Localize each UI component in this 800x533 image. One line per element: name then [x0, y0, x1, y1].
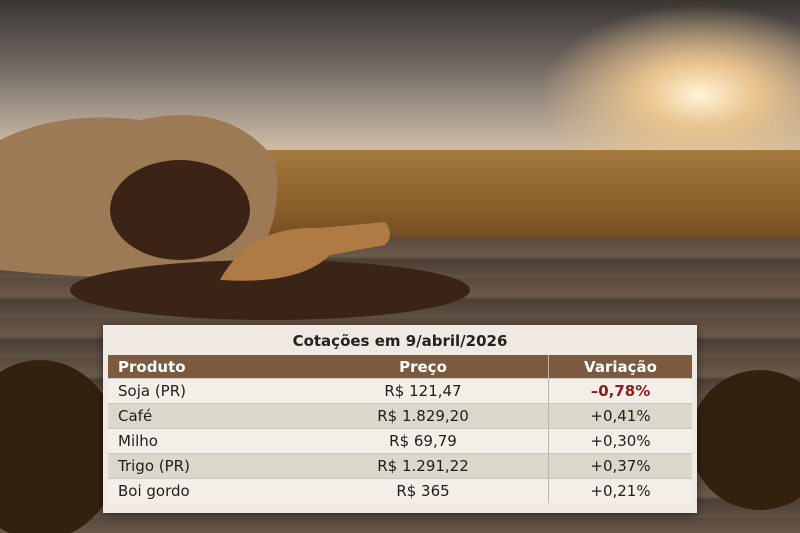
beans-right — [690, 370, 800, 510]
column-header: Variação — [548, 355, 692, 379]
table-cell: Milho — [108, 428, 298, 454]
table-row: Soja (PR) R$ 121,47 –0,78% — [108, 378, 692, 404]
wooden-scoop — [220, 222, 390, 281]
table-row: Trigo (PR) R$ 1.291,22 +0,37% — [108, 453, 692, 479]
table-cell: R$ 1.829,20 — [298, 403, 549, 429]
table-cell: R$ 1.291,22 — [298, 453, 549, 479]
table-cell: R$ 365 — [298, 478, 549, 503]
table-cell: –0,78% — [548, 378, 692, 404]
column-header: Produto — [108, 355, 298, 379]
table-cell: +0,30% — [548, 428, 692, 454]
table-row: Café R$ 1.829,20 +0,41% — [108, 403, 692, 429]
table-row: Boi gordo R$ 365 +0,21% — [108, 478, 692, 503]
spilled-beans — [70, 260, 470, 320]
table-cell: +0,37% — [548, 453, 692, 479]
beans-in-sack — [110, 160, 250, 260]
table-cell: +0,21% — [548, 478, 692, 503]
table-cell: R$ 69,79 — [298, 428, 549, 454]
table-cell: +0,41% — [548, 403, 692, 429]
quotes-panel: Cotações em 9/abril/2026 Produto Preço Var… — [103, 325, 697, 513]
column-header: Preço — [298, 355, 549, 379]
table-cell: Trigo (PR) — [108, 453, 298, 479]
table-title: Cotações em 9/abril/2026 — [292, 332, 508, 350]
table-body: Soja (PR) R$ 121,47 –0,78% Café R$ 1.829,20 +… — [108, 378, 692, 503]
header-row: Produto Preço Variação — [108, 355, 692, 379]
beans-left — [0, 360, 120, 533]
table-cell: Soja (PR) — [108, 378, 298, 404]
quotes-table: Produto Preço Variação Soja (PR) R$ 121,47–… — [108, 355, 692, 503]
table-row: Milho R$ 69,79 +0,30% — [108, 428, 692, 454]
table-cell: Café — [108, 403, 298, 429]
table-cell: Boi gordo — [108, 478, 298, 503]
table-cell: R$ 121,47 — [298, 378, 549, 404]
